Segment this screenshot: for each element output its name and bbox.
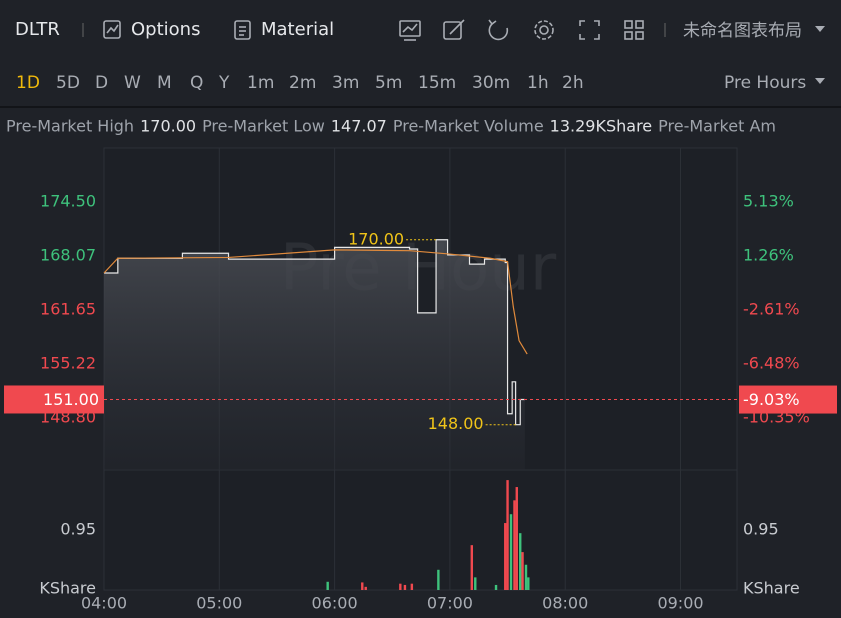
timeframe-button[interactable]: 1m [247, 73, 274, 93]
price-area [104, 239, 525, 470]
timeframe-button[interactable]: 2h [562, 73, 584, 93]
volume-bar [474, 577, 477, 590]
stat-label: Pre-Market High [6, 117, 134, 136]
dropdown-arrow[interactable] [815, 78, 825, 84]
y2-tick-label: 5.13% [743, 191, 794, 210]
volume-bar [524, 564, 528, 590]
volume-bar [504, 523, 507, 590]
stat-label: Pre-Market Low [202, 117, 325, 136]
volume-bar [506, 480, 509, 590]
last-price-box [4, 385, 104, 414]
volume-bar [513, 500, 516, 590]
volume-tick-label: 0.95 [743, 520, 779, 539]
timeframe-button[interactable]: W [124, 73, 141, 93]
timeframe-bar: 1D 5D D W M Q Y 1m 2m 3m 5m 15m 30m 1h 2h [16, 73, 584, 93]
options-button[interactable]: Options [131, 19, 200, 40]
last-price-label: 151.00 [43, 390, 99, 409]
stats-bar: Pre-Market High 170.00 Pre-Market Low 147.0… [6, 117, 776, 136]
timeframe-button[interactable]: 5m [375, 73, 402, 93]
volume-unit: KShare [743, 579, 800, 598]
volume-unit: KShare [39, 579, 96, 598]
volume-bar [519, 533, 522, 590]
fullscreen-icon[interactable] [579, 20, 600, 40]
y-tick-label: 161.65 [40, 299, 96, 318]
y-tick-label: 174.50 [40, 191, 96, 210]
volume-bar [437, 569, 440, 590]
y2-tick-label: -6.48% [743, 353, 800, 372]
x-tick-label: 06:00 [312, 594, 358, 613]
y2-tick-label: 1.26% [743, 245, 794, 264]
timeframe-button[interactable]: 30m [472, 73, 510, 93]
timeframe-button[interactable]: 3m [332, 73, 359, 93]
y2-tick-label: -2.61% [743, 299, 800, 318]
stat-value: 147.07 [331, 117, 387, 136]
material-button[interactable]: Material [261, 19, 334, 40]
stat-label: Pre-Market Volume [393, 117, 544, 136]
volume-bar [515, 487, 518, 590]
timeframe-button[interactable]: 1h [527, 73, 549, 93]
stat-label: Pre-Market Am [658, 117, 776, 136]
volume-bar [361, 582, 364, 590]
volume-bar [326, 581, 329, 590]
timeframe-button[interactable]: Y [218, 73, 230, 93]
layout-name[interactable]: 未命名图表布局 [683, 21, 802, 41]
volume-bar [399, 583, 402, 590]
timeframe-button[interactable]: 5D [56, 73, 80, 93]
options-icon[interactable] [103, 20, 121, 39]
price-line [104, 239, 525, 426]
stat-value: 170.00 [140, 117, 196, 136]
x-tick-label: 08:00 [542, 594, 588, 613]
timeframe-button[interactable]: D [95, 73, 108, 93]
x-tick-label: 07:00 [427, 594, 473, 613]
volume-bar [364, 586, 367, 590]
timeframe-button[interactable]: M [157, 73, 172, 93]
x-tick-label: 05:00 [196, 594, 242, 613]
y-tick-label: 155.22 [40, 354, 96, 373]
volume-bar [494, 584, 498, 590]
dropdown-arrow[interactable] [815, 26, 825, 32]
volume-bar [521, 552, 524, 590]
x-tick-label: 09:00 [657, 594, 703, 613]
price-line [103, 249, 528, 355]
indicator-icon[interactable] [399, 20, 421, 41]
session-select[interactable]: Pre Hours [724, 73, 806, 93]
last-change-label: -9.03% [743, 390, 800, 409]
timeframe-button[interactable]: Q [190, 73, 203, 93]
stat-value: 13.29KShare [550, 117, 652, 136]
annotation-label: 170.00 [348, 229, 404, 248]
timeframe-button[interactable]: 1D [16, 73, 40, 93]
volume-bar [470, 545, 474, 590]
reset-icon[interactable] [488, 19, 509, 41]
y-tick-label: 168.07 [40, 246, 96, 265]
volume-tick-label: 0.95 [60, 520, 96, 539]
x-tick-label: 04:00 [81, 594, 127, 613]
last-change-box [739, 385, 837, 414]
layout-icon[interactable] [624, 20, 644, 40]
settings-icon[interactable] [534, 20, 554, 40]
volume-bar [527, 577, 530, 590]
symbol[interactable]: DLTR [15, 19, 60, 40]
timeframe-button[interactable]: 2m [289, 73, 316, 93]
annotation-label: 148.00 [428, 414, 484, 433]
volume-bar [410, 583, 414, 590]
material-icon[interactable] [234, 20, 251, 40]
volume-bar [509, 514, 513, 590]
timeframe-button[interactable]: 15m [418, 73, 456, 93]
volume-bar [403, 584, 407, 590]
draw-icon[interactable] [443, 19, 465, 40]
